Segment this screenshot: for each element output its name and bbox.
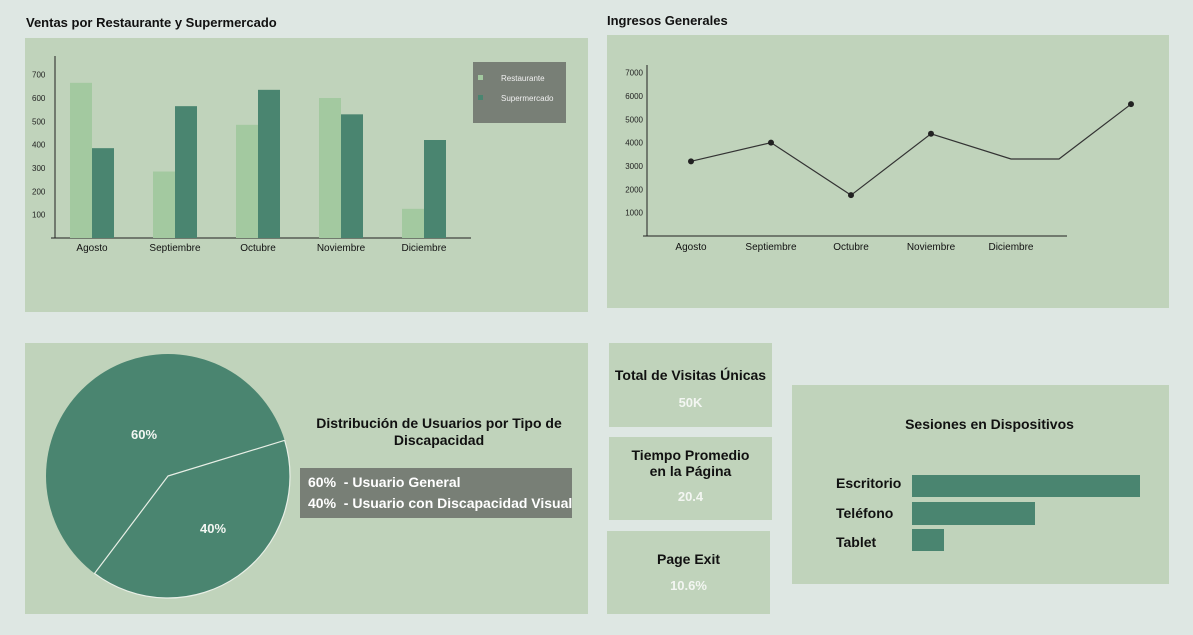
y-tick-label: 100 — [32, 211, 46, 220]
y-tick-label: 6000 — [625, 92, 643, 101]
kpi-card-exit: Page Exit 10.6% — [607, 531, 770, 614]
session-label-tablet: Tablet — [836, 534, 877, 550]
y-tick-label: 2000 — [625, 185, 643, 194]
data-point — [768, 139, 774, 146]
kpi-label: Page Exit — [656, 551, 721, 567]
y-tick-label: 300 — [32, 164, 46, 173]
data-point — [1128, 101, 1134, 108]
session-bar-tablet — [912, 529, 944, 551]
data-point — [688, 158, 694, 165]
x-tick-label: Noviembre — [317, 243, 366, 254]
x-tick-label: Diciembre — [988, 242, 1033, 253]
pie-legend-item: 60% - Usuario General — [308, 474, 461, 490]
y-tick-label: 400 — [32, 141, 46, 150]
bar-supermercado — [92, 148, 114, 238]
y-tick-label: 1000 — [625, 209, 643, 218]
pie-slice-visual — [93, 439, 291, 599]
pie-panel: 60% 40% Distribución de Usuarios por Tipo… — [25, 343, 588, 614]
session-bar-escritorio — [912, 475, 1140, 497]
x-tick-label: Agosto — [675, 242, 707, 253]
x-tick-label: Diciembre — [401, 243, 446, 254]
pie-title-line1: Distribución de Usuarios por Tipo de — [316, 415, 562, 431]
bar-chart: 100 200 300 400 500 600 700 Agosto Septiembre Oct… — [32, 56, 566, 254]
y-tick-label: 200 — [32, 187, 46, 196]
series-line — [690, 103, 1132, 196]
x-tick-label: Septiembre — [745, 242, 797, 253]
sessions-title: Sesiones en Dispositivos — [905, 416, 1074, 432]
pie-legend-item: 40% - Usuario con Discapacidad Visual — [308, 495, 573, 511]
data-point — [928, 130, 934, 137]
bar-chart-title: Ventas por Restaurante y Supermercado — [26, 15, 277, 30]
line-chart: 1000 2000 3000 4000 5000 6000 7000 Agosto Septie… — [625, 65, 1134, 253]
bar-supermercado — [175, 106, 197, 239]
legend-label: Supermercado — [501, 94, 554, 103]
bar-restaurante — [402, 208, 424, 238]
bar-restaurante — [153, 171, 175, 238]
kpi-value: 20.4 — [677, 489, 704, 504]
pie-chart: 60% 40% — [46, 354, 291, 599]
bar-supermercado — [341, 114, 363, 238]
y-tick-label: 5000 — [625, 115, 643, 124]
x-tick-label: Agosto — [76, 243, 108, 254]
y-tick-label: 600 — [32, 94, 46, 103]
legend-swatch — [478, 95, 483, 100]
x-tick-label: Septiembre — [149, 243, 201, 254]
x-tick-label: Octubre — [833, 242, 869, 253]
bar-restaurante — [319, 98, 341, 238]
kpi-value: 50K — [678, 395, 703, 410]
y-tick-label: 700 — [32, 71, 46, 80]
legend-label: Restaurante — [501, 74, 545, 83]
kpi-value: 10.6% — [670, 578, 707, 593]
bar-chart-panel: 100 200 300 400 500 600 700 Agosto Septiembre Oct… — [25, 38, 588, 312]
x-tick-label: Noviembre — [907, 242, 956, 253]
legend-swatch — [478, 75, 483, 80]
y-tick-label: 3000 — [625, 162, 643, 171]
line-chart-title: Ingresos Generales — [607, 13, 728, 28]
kpi-label: Tiempo Promedio — [631, 447, 750, 463]
pie-label-60: 60% — [131, 427, 157, 442]
line-chart-panel: 1000 2000 3000 4000 5000 6000 7000 Agosto Septie… — [607, 35, 1169, 308]
pie-legend: 60% - Usuario General 40% - Usuario con … — [300, 468, 572, 518]
session-bar-telefono — [912, 502, 1035, 525]
data-point — [848, 192, 854, 199]
bar-restaurante — [70, 82, 92, 238]
kpi-label: Total de Visitas Únicas — [614, 367, 767, 383]
y-tick-label: 7000 — [625, 69, 643, 78]
x-tick-label: Octubre — [240, 243, 276, 254]
session-label-telefono: Teléfono — [836, 505, 894, 521]
pie-title: Distribución de Usuarios por Tipo de Dis… — [310, 415, 568, 449]
bar-restaurante — [236, 124, 258, 238]
bar-supermercado — [424, 140, 446, 238]
pie-label-40: 40% — [200, 521, 226, 536]
legend-box — [473, 62, 566, 123]
pie-title-line2: Discapacidad — [393, 432, 485, 448]
bar-supermercado — [258, 89, 280, 238]
sessions-panel: Sesiones en Dispositivos Escritorio Telé… — [792, 385, 1169, 584]
session-label-escritorio: Escritorio — [836, 475, 902, 491]
kpi-label-line2: en la Página — [649, 463, 732, 479]
y-tick-label: 500 — [32, 117, 46, 126]
kpi-card-time: Tiempo Promedio en la Página 20.4 — [609, 437, 772, 520]
kpi-card-visits: Total de Visitas Únicas 50K — [609, 343, 772, 427]
y-tick-label: 4000 — [625, 139, 643, 148]
